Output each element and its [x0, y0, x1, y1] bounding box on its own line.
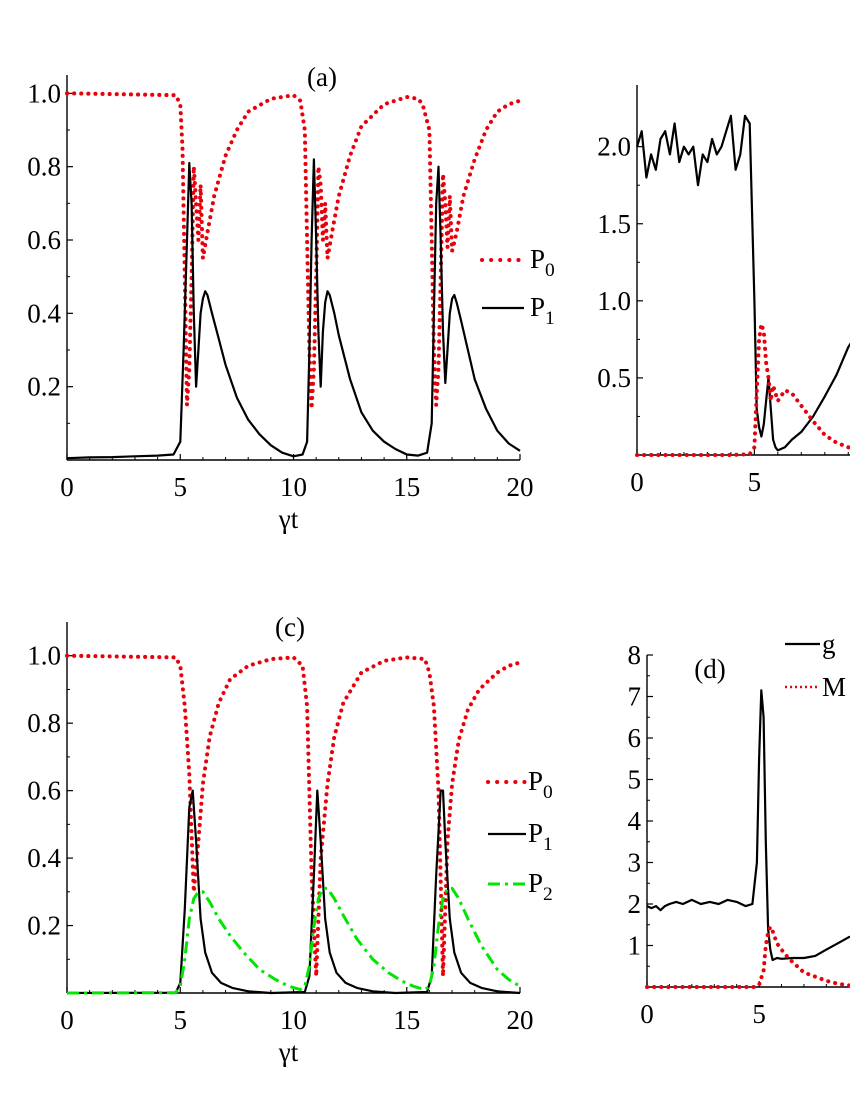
- panel-c: 0 5 10 15 20 0.2 0.4 0.6 0.8 1.0 γt (c) P0 P1 P2: [27, 612, 553, 1067]
- y-tick-label: 2.0: [597, 132, 631, 162]
- y-tick-label: 8: [628, 640, 642, 670]
- series-p1-line: [66, 158, 521, 460]
- legend-label-p0: P0: [530, 244, 555, 281]
- x-tick-label: 15: [393, 472, 420, 502]
- y-tick-label: 1.0: [27, 78, 61, 108]
- panel-label: (d): [694, 654, 725, 684]
- series-group: [65, 653, 522, 995]
- series-p0-line: [65, 653, 522, 979]
- x-tick-label: 10: [280, 472, 307, 502]
- series-group: [645, 689, 850, 989]
- x-tick-label: 0: [640, 999, 654, 1029]
- y-tick-label: 0.4: [27, 298, 61, 328]
- y-tick-label: 0.6: [27, 225, 61, 255]
- legend-label-g: g: [822, 629, 836, 659]
- x-tick-label: 0: [630, 467, 644, 497]
- panel-label: (a): [307, 62, 337, 92]
- panel-d: 0 5 1 2 3 4 5 6 7 8 (d) gM: [628, 629, 850, 1029]
- x-tick-label: 10: [280, 1005, 307, 1035]
- series-group: [635, 114, 850, 457]
- y-tick-label: 5: [628, 765, 642, 795]
- y-tick-label: 1: [628, 931, 642, 961]
- x-tick-label: 5: [748, 467, 762, 497]
- y-tick-label: 0.2: [27, 911, 61, 941]
- series-p1-line: [66, 789, 521, 995]
- y-tick-label: 6: [628, 723, 642, 753]
- panel-a: 0 5 10 15 20 0.2 0.4 0.6 0.8 1.0 γt (a) P0 P1: [27, 62, 555, 534]
- legend-label-m: M: [822, 672, 846, 702]
- panel-label: (c): [275, 612, 305, 642]
- series-line-1-line: [635, 322, 850, 457]
- y-tick-label: 0.5: [597, 363, 631, 393]
- x-tick-label: 0: [60, 472, 74, 502]
- x-tick-label: 5: [174, 472, 188, 502]
- series-m-line: [645, 924, 850, 989]
- x-axis-label: γt: [278, 504, 299, 534]
- y-tick-label: 1.5: [597, 209, 631, 239]
- y-tick-label: 0.6: [27, 776, 61, 806]
- series-p0-line: [65, 91, 522, 411]
- x-tick-label: 5: [752, 999, 766, 1029]
- series-group: [65, 91, 522, 460]
- legend-label-p1: P1: [530, 292, 555, 329]
- y-tick-label: 4: [628, 806, 642, 836]
- series-g-line: [646, 689, 850, 962]
- y-tick-label: 1.0: [27, 641, 61, 671]
- series-p2-line: [66, 886, 521, 995]
- legend-label-p2: P2: [528, 868, 553, 905]
- x-tick-label: 20: [507, 472, 534, 502]
- x-tick-label: 20: [507, 1005, 534, 1035]
- y-tick-label: 0.8: [27, 708, 61, 738]
- y-tick-label: 0.4: [27, 843, 61, 873]
- series-line-0-line: [635, 114, 850, 452]
- x-tick-label: 0: [60, 1005, 74, 1035]
- y-tick-label: 2: [628, 889, 642, 919]
- y-tick-label: 0.8: [27, 152, 61, 182]
- legend-label-p1: P1: [528, 818, 553, 855]
- y-tick-label: 7: [628, 682, 642, 712]
- x-tick-label: 15: [393, 1005, 420, 1035]
- y-tick-label: 3: [628, 848, 642, 878]
- y-tick-label: 1.0: [597, 286, 631, 316]
- legend-label-p0: P0: [528, 766, 553, 803]
- x-tick-label: 5: [174, 1005, 188, 1035]
- y-tick-label: 0.2: [27, 372, 61, 402]
- panel-b: 0 5 0.5 1.0 1.5 2.0: [597, 85, 850, 497]
- x-axis-label: γt: [278, 1037, 299, 1067]
